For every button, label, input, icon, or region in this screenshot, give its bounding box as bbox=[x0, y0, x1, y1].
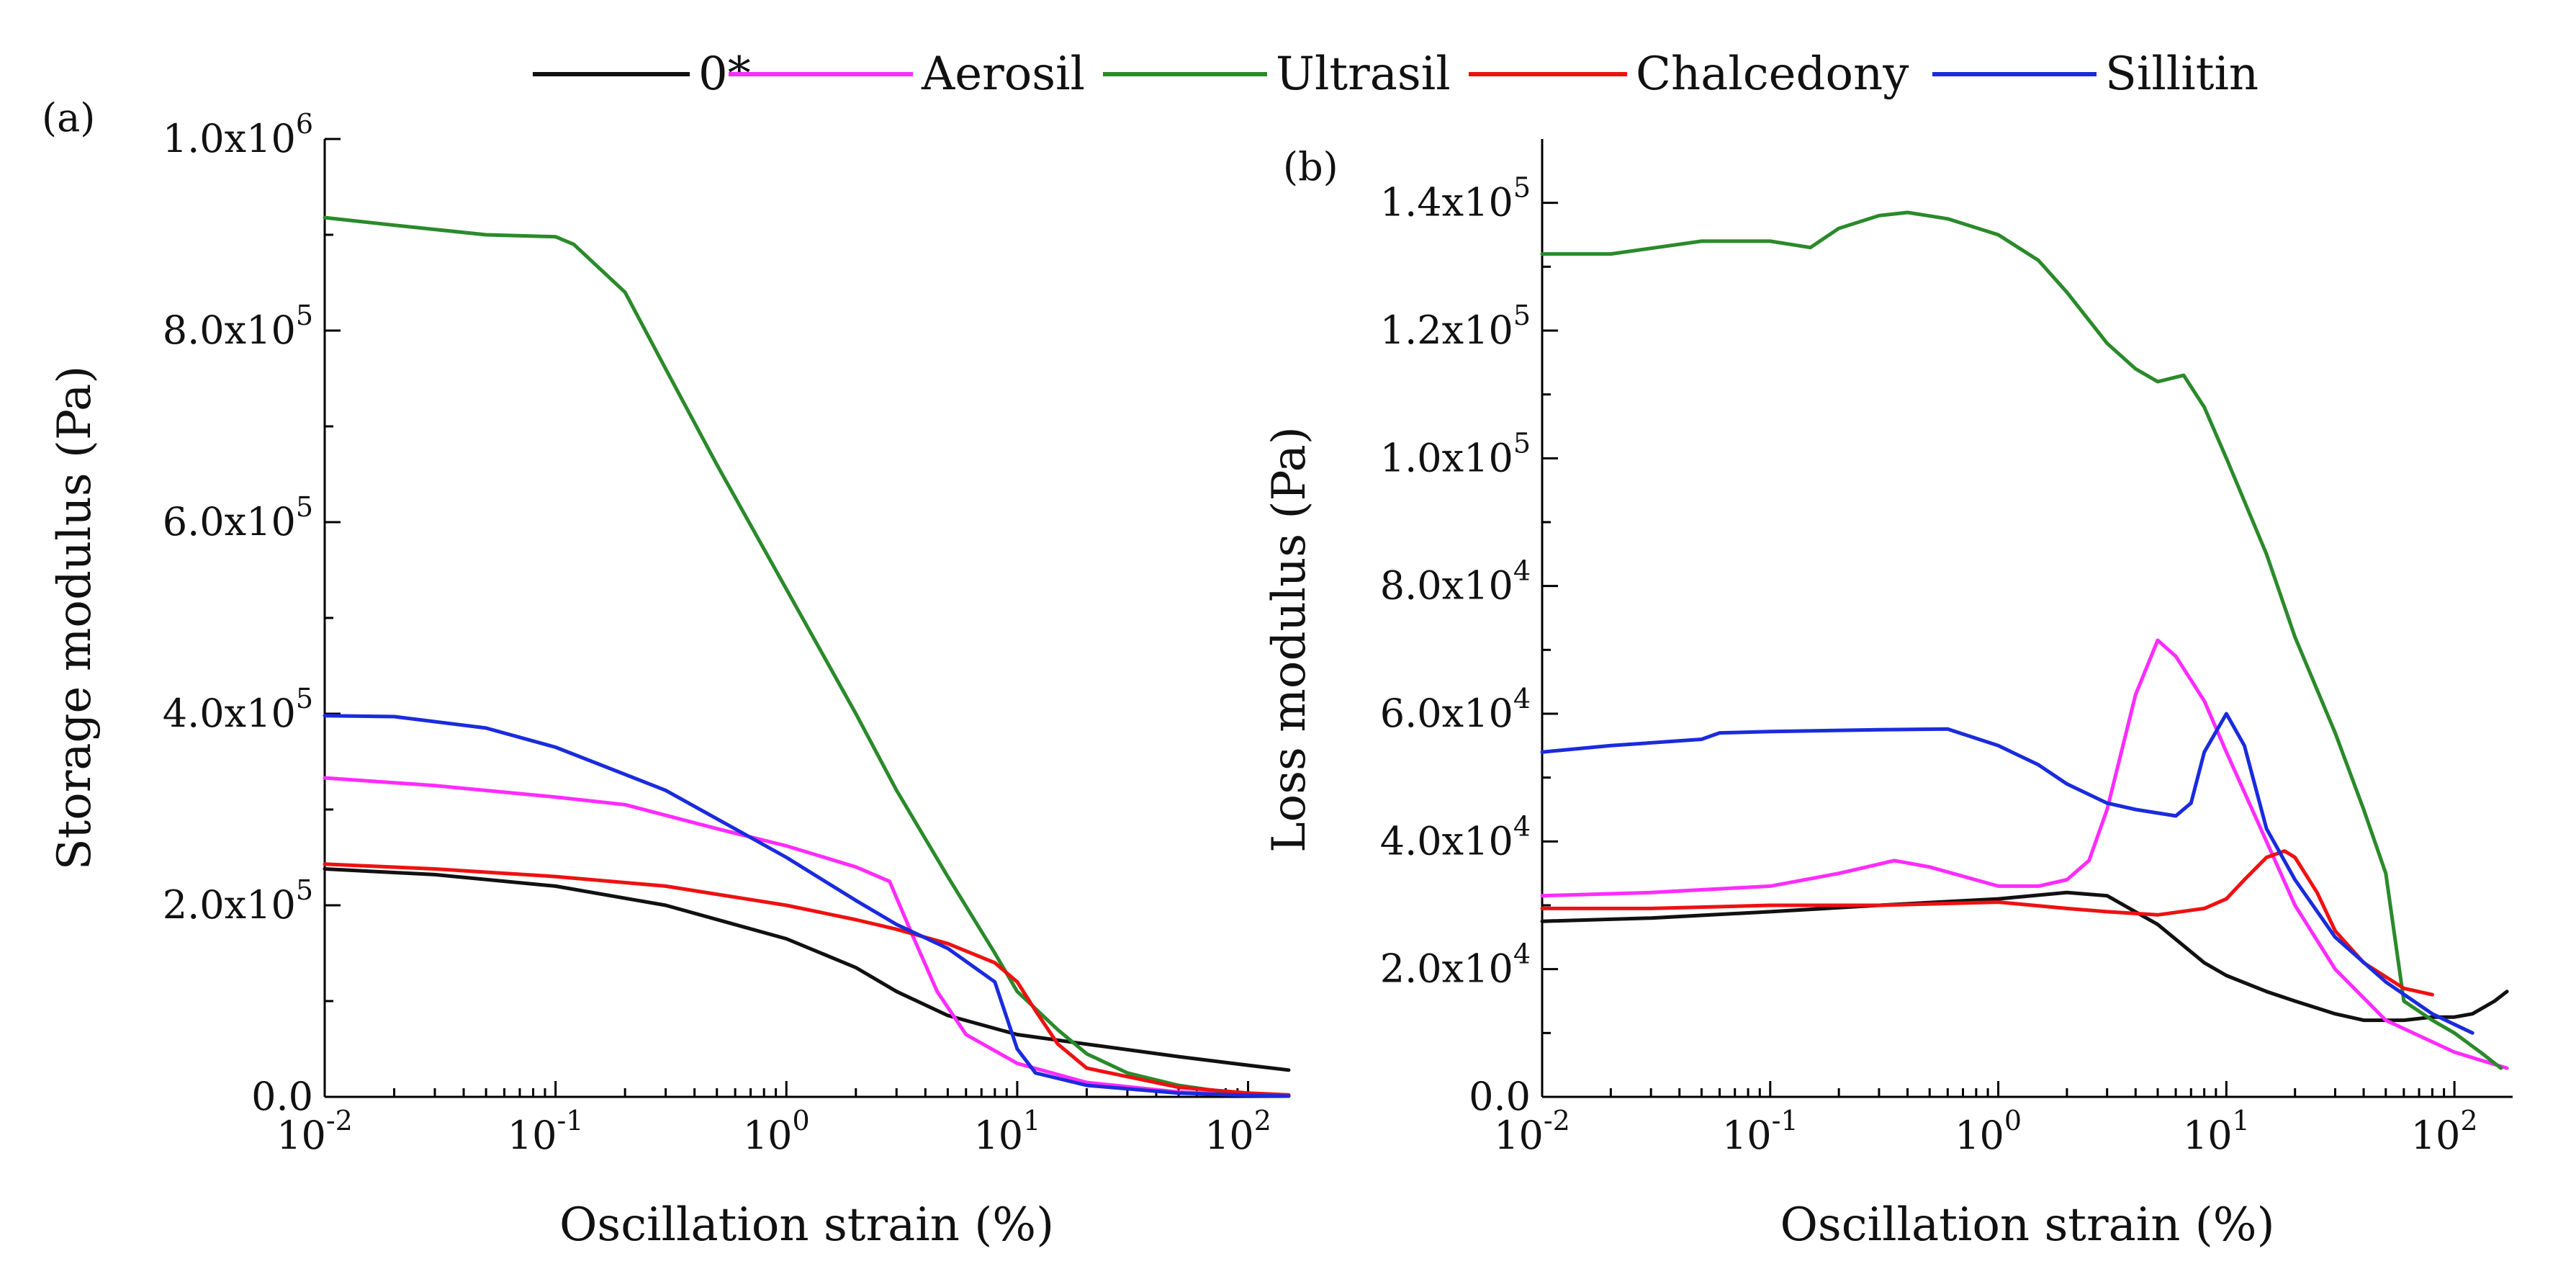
y-tick-exponent: 5 bbox=[1513, 172, 1531, 204]
x-tick-label: 100 bbox=[1955, 1105, 2022, 1158]
x-tick-base: 10 bbox=[2183, 1113, 2233, 1158]
y-tick-label: 1.0x105 bbox=[1380, 427, 1531, 480]
y-tick-label: 6.0x105 bbox=[163, 491, 313, 544]
panel-label: (b) bbox=[1283, 144, 1338, 189]
legend-item-aerosil: Aerosil bbox=[729, 48, 1085, 101]
y-tick-exponent: 5 bbox=[296, 683, 313, 714]
series-line-aerosil bbox=[323, 776, 1291, 1098]
y-tick-exponent: 4 bbox=[1513, 555, 1531, 587]
x-axis-title: Oscillation strain (%) bbox=[559, 1198, 1054, 1252]
legend-label: Ultrasil bbox=[1276, 48, 1451, 101]
x-tick-exponent: 0 bbox=[793, 1105, 810, 1136]
x-tick-base: 10 bbox=[743, 1113, 793, 1158]
y-axis-title: Storage modulus (Pa) bbox=[48, 366, 102, 871]
x-tick-label: 101 bbox=[973, 1105, 1040, 1158]
y-tick-exponent: 5 bbox=[296, 491, 313, 523]
x-tick-exponent: 2 bbox=[1254, 1105, 1271, 1136]
y-tick-label: 1.4x105 bbox=[1380, 172, 1531, 225]
x-tick-exponent: -2 bbox=[326, 1105, 353, 1136]
x-tick-exponent: -1 bbox=[557, 1105, 583, 1136]
y-axis-title: Loss modulus (Pa) bbox=[1263, 426, 1316, 853]
series-line-chalcedony bbox=[1540, 849, 2434, 997]
x-tick-exponent: -1 bbox=[1772, 1105, 1798, 1136]
x-tick-exponent: 1 bbox=[1023, 1105, 1040, 1136]
series-line-ultrasil bbox=[1540, 210, 2503, 1070]
y-tick-label: 4.0x104 bbox=[1380, 810, 1531, 864]
legend: 0* Aerosil Ultrasil Chalcedony Sillitin bbox=[533, 48, 2258, 101]
x-tick-base: 10 bbox=[276, 1113, 326, 1158]
y-tick-exponent: 6 bbox=[296, 108, 313, 140]
y-tick-exponent: 5 bbox=[1513, 300, 1531, 331]
x-tick-label: 100 bbox=[743, 1105, 810, 1158]
y-tick-base: 4.0x10 bbox=[163, 691, 296, 736]
legend-label: Chalcedony bbox=[1636, 48, 1909, 101]
x-tick-label: 101 bbox=[2183, 1105, 2250, 1158]
x-tick-base: 10 bbox=[508, 1113, 557, 1158]
legend-item-0: 0* bbox=[533, 48, 751, 101]
series-line-chalcedony bbox=[323, 862, 1291, 1097]
y-tick-label: 0.0 bbox=[251, 1074, 313, 1119]
series-line-sillitin bbox=[323, 714, 1291, 1098]
x-tick-base: 10 bbox=[1494, 1113, 1544, 1158]
x-tick-base: 10 bbox=[1955, 1113, 2004, 1158]
series-line-0 bbox=[1540, 890, 2509, 1023]
x-tick-label: 102 bbox=[1204, 1105, 1271, 1158]
x-axis-title: Oscillation strain (%) bbox=[1780, 1198, 2274, 1252]
y-tick-base: 4.0x10 bbox=[1380, 818, 1513, 864]
legend-item-chalcedony: Chalcedony bbox=[1469, 48, 1909, 101]
y-tick-label: 8.0x105 bbox=[163, 300, 313, 353]
y-tick-label: 2.0x104 bbox=[1380, 938, 1531, 992]
x-tick-base: 10 bbox=[1204, 1113, 1254, 1158]
y-tick-base: 2.0x10 bbox=[163, 882, 296, 928]
y-tick-label: 1.2x105 bbox=[1380, 300, 1531, 353]
y-tick-exponent: 5 bbox=[296, 874, 313, 906]
x-tick-exponent: -2 bbox=[1544, 1105, 1570, 1136]
legend-item-ultrasil: Ultrasil bbox=[1103, 48, 1451, 101]
legend-label: Aerosil bbox=[921, 48, 1085, 101]
legend-item-sillitin: Sillitin bbox=[1932, 48, 2258, 101]
series-line-aerosil bbox=[1540, 638, 2509, 1070]
series-line-ultrasil bbox=[323, 215, 1291, 1098]
y-tick-base: 0.0 bbox=[1469, 1074, 1531, 1119]
y-tick-exponent: 4 bbox=[1513, 810, 1531, 842]
x-tick-exponent: 2 bbox=[2460, 1105, 2477, 1136]
panel-b-loss-modulus-chart: 10-2 10-1 100 101 1020.02.0x1044.0x1046.0x10… bbox=[1263, 139, 2513, 1252]
y-tick-exponent: 5 bbox=[296, 300, 313, 331]
x-tick-label: 10-2 bbox=[276, 1105, 353, 1158]
panel-label: (a) bbox=[42, 95, 95, 140]
y-tick-base: 6.0x10 bbox=[163, 499, 296, 544]
y-tick-label: 0.0 bbox=[1469, 1074, 1531, 1119]
series-line-sillitin bbox=[1540, 712, 2474, 1035]
y-tick-base: 0.0 bbox=[251, 1074, 313, 1119]
y-tick-label: 8.0x104 bbox=[1380, 555, 1531, 609]
x-tick-label: 10-1 bbox=[508, 1105, 584, 1158]
y-tick-base: 1.2x10 bbox=[1380, 308, 1513, 353]
y-tick-label: 2.0x105 bbox=[163, 874, 313, 928]
x-tick-base: 10 bbox=[1722, 1113, 1772, 1158]
y-tick-exponent: 5 bbox=[1513, 427, 1531, 459]
x-tick-label: 10-2 bbox=[1494, 1105, 1570, 1158]
y-tick-base: 1.0x10 bbox=[1380, 435, 1513, 480]
y-tick-base: 1.0x10 bbox=[163, 116, 296, 161]
y-tick-base: 2.0x10 bbox=[1380, 946, 1513, 992]
y-tick-label: 1.0x106 bbox=[163, 108, 313, 161]
x-tick-exponent: 1 bbox=[2233, 1105, 2250, 1136]
y-tick-base: 6.0x10 bbox=[1380, 691, 1513, 736]
y-tick-exponent: 4 bbox=[1513, 683, 1531, 714]
x-tick-base: 10 bbox=[973, 1113, 1023, 1158]
x-tick-base: 10 bbox=[2411, 1113, 2461, 1158]
y-tick-base: 1.4x10 bbox=[1380, 180, 1513, 225]
legend-label: Sillitin bbox=[2105, 48, 2258, 101]
x-tick-label: 102 bbox=[2411, 1105, 2478, 1158]
y-tick-label: 6.0x104 bbox=[1380, 683, 1531, 736]
y-tick-base: 8.0x10 bbox=[163, 308, 296, 353]
y-tick-exponent: 4 bbox=[1513, 938, 1531, 970]
x-tick-label: 10-1 bbox=[1722, 1105, 1798, 1158]
y-tick-label: 4.0x105 bbox=[163, 683, 313, 736]
x-tick-exponent: 0 bbox=[2004, 1105, 2022, 1136]
series-line-0 bbox=[323, 867, 1291, 1072]
panel-a-storage-modulus-chart: 10-2 10-1 100 101 1020.02.0x1054.0x1056.0x10… bbox=[42, 95, 1291, 1252]
y-tick-base: 8.0x10 bbox=[1380, 563, 1513, 609]
